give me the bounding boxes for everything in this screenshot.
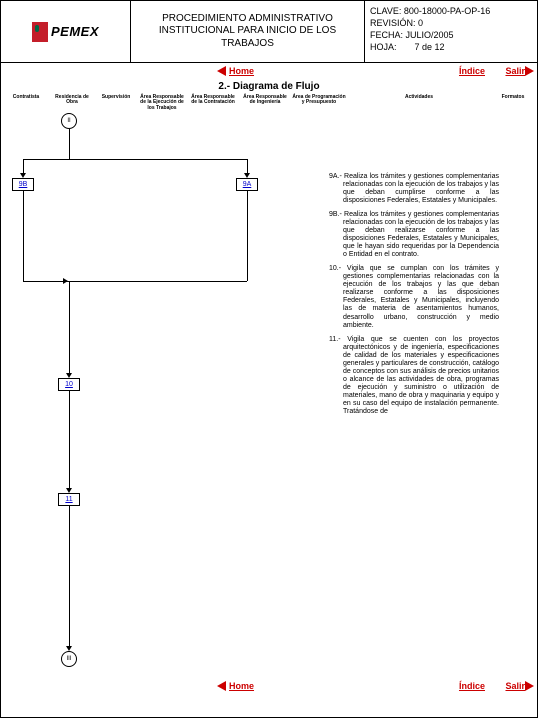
flow-line	[23, 159, 247, 160]
indice-link[interactable]: Índice	[459, 66, 485, 76]
fecha-label: FECHA:	[370, 30, 403, 40]
nav-top: Home Índice Salir	[1, 63, 537, 79]
flow-line	[69, 391, 70, 491]
col-area-contr: Área Responsable de la Contratación	[187, 95, 239, 111]
arrow-right-icon[interactable]	[525, 681, 534, 691]
logo-text: PEMEX	[51, 24, 99, 39]
arrow-right-icon[interactable]	[525, 66, 534, 76]
body: II 9B 9A 10 11 III 9A.- Realiza los t	[1, 111, 537, 695]
home-link[interactable]: Home	[229, 66, 254, 76]
connector-ii: II	[61, 113, 77, 129]
fecha-value: JULIO/2005	[406, 30, 454, 40]
arrow-left-icon[interactable]	[217, 66, 226, 76]
section-title: 2.- Diagrama de Flujo	[1, 79, 537, 95]
indice-link-bottom[interactable]: Índice	[459, 681, 485, 691]
col-actividades: Actividades	[347, 95, 491, 111]
flow-line	[69, 129, 70, 159]
col-area-prog: Área de Programación y Presupuesto	[291, 95, 347, 111]
col-supervision: Supervisión	[95, 95, 137, 111]
salir-link-bottom[interactable]: Salir	[505, 681, 525, 691]
act-9a: 9A.- Realiza los trámites y gestiones co…	[329, 173, 499, 205]
step-11[interactable]: 11	[58, 493, 80, 506]
flow-line	[247, 159, 248, 173]
flow-line	[23, 159, 24, 173]
clave-label: CLAVE:	[370, 6, 401, 16]
col-area-ing: Área Responsable de Ingeniería	[239, 95, 291, 111]
act-9b: 9B.- Realiza los trámites y gestiones co…	[329, 211, 499, 259]
header: PEMEX PROCEDIMIENTO ADMINISTRATIVO INSTI…	[1, 1, 537, 63]
flow-line	[69, 281, 70, 376]
act-10: 10.- Vigila que se cumplan con los trámi…	[329, 265, 499, 329]
col-area-ejec: Área Responsable de la Ejecución de los …	[137, 95, 187, 111]
flow-line	[69, 506, 70, 649]
hoja-label: HOJA:	[370, 42, 397, 52]
arrow-right-icon	[63, 278, 68, 284]
rev-label: REVISIÓN:	[370, 18, 416, 28]
page: PEMEX PROCEDIMIENTO ADMINISTRATIVO INSTI…	[0, 0, 538, 718]
column-headers: Contratista Residencia de Obra Supervisi…	[1, 95, 537, 111]
pemex-logo-icon	[32, 22, 48, 42]
flow-line	[23, 191, 24, 281]
flow-line	[247, 191, 248, 281]
clave-value: 800-18000-PA-OP-16	[404, 6, 490, 16]
rev-value: 0	[418, 18, 423, 28]
connector-iii: III	[61, 651, 77, 667]
hoja-value: 7 de 12	[415, 41, 445, 53]
nav-bottom: Home Índice Salir	[1, 678, 537, 694]
col-contratista: Contratista	[3, 95, 49, 111]
doc-title: PROCEDIMIENTO ADMINISTRATIVO INSTITUCION…	[131, 1, 365, 62]
activities-text: 9A.- Realiza los trámites y gestiones co…	[329, 173, 499, 422]
col-formatos: Formatos	[491, 95, 535, 111]
home-link-bottom[interactable]: Home	[229, 681, 254, 691]
doc-meta: CLAVE: 800-18000-PA-OP-16 REVISIÓN: 0 FE…	[365, 1, 537, 62]
arrow-left-icon[interactable]	[217, 681, 226, 691]
step-9a[interactable]: 9A	[236, 178, 258, 191]
act-11: 11.- Vigila que se cuenten con los proye…	[329, 336, 499, 416]
step-10[interactable]: 10	[58, 378, 80, 391]
salir-link[interactable]: Salir	[505, 66, 525, 76]
logo-cell: PEMEX	[1, 1, 131, 62]
col-residencia: Residencia de Obra	[49, 95, 95, 111]
step-9b[interactable]: 9B	[12, 178, 34, 191]
flow-line	[23, 281, 247, 282]
